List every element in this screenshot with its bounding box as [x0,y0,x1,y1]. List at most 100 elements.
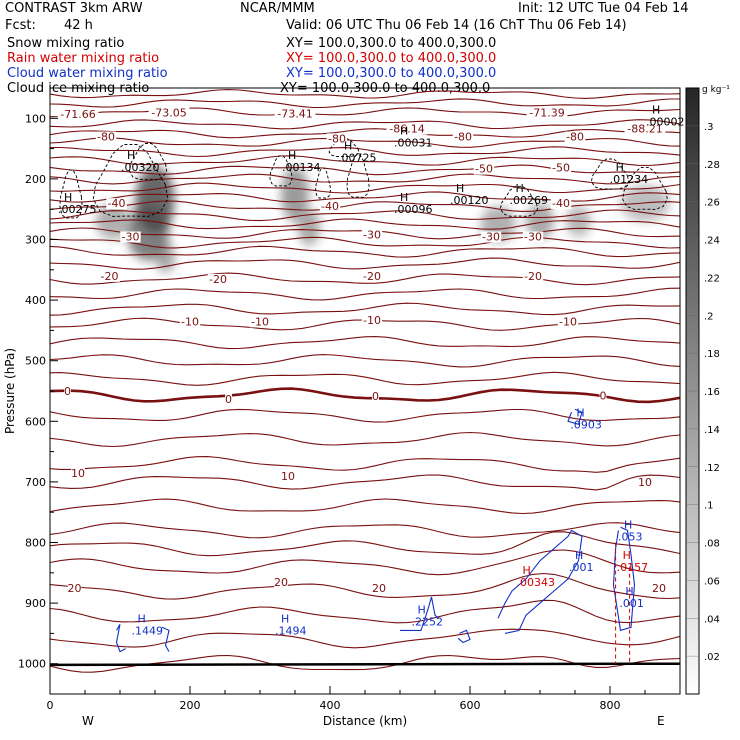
isotherm-label: -10 [363,314,381,327]
snow-max-value: .00031 [394,137,433,150]
isotherm-label: 0 [372,390,379,403]
snow-max-marker: H [400,125,408,138]
isotherm-label: 0 [225,393,232,406]
isotherm-line [50,431,680,448]
colorbar-tick-label: .02 [704,652,720,663]
fcst-value: 42 h [64,18,93,33]
cloud-ice-contour [128,143,168,180]
rain-contour [615,542,631,664]
field-name-snow: Snow mixing ratio [7,36,125,51]
cloud-water-max-marker: H [418,603,426,616]
west-label: W [82,714,94,728]
cloud-water-max-value: .001 [569,561,594,574]
isotherm-label: 10 [638,476,652,489]
isotherm-line [50,182,680,194]
snow-max-value: .00120 [450,194,489,207]
cloud-water-contour [612,526,636,632]
isotherm-line [50,200,680,212]
isotherm-label: -20 [209,273,227,286]
isotherm-line [50,599,680,624]
snow-max-value: .01234 [610,173,649,186]
east-label: E [657,714,665,728]
cloud-water-max-marker: H [281,612,289,625]
isotherm-line [50,408,680,423]
isotherm-line [50,191,680,203]
colorbar-tick-label: .2 [704,311,714,322]
x-tick-label: 0 [47,699,54,712]
colorbar-tick-label: .14 [704,425,720,436]
rain-contours [615,542,631,664]
isotherm-label: -30 [363,229,381,242]
isotherm-line [50,107,680,118]
snow-shading-layer [95,166,670,273]
colorbar-tick-label: .22 [704,273,720,284]
snow-max-value: .00096 [394,203,433,216]
snow-max-value: .00725 [338,152,377,165]
cloud-water-contour [497,529,583,634]
cloud-ice-contour [92,144,169,217]
plot-title: CONTRAST 3km ARW [5,1,143,16]
isotherm-line [50,456,680,473]
isotherm-label: -80 [97,131,115,144]
y-tick-label: 200 [25,173,46,186]
isotherm-line [50,549,680,576]
isotherm-label: -30 [122,231,140,244]
snow-max-marker: H [127,149,135,162]
colorbar: .3 .28 .26 .24 .22 .2 .18 .16 .14 .12 .1 .08 .06 .04.… [685,85,730,695]
y-tick-label: 100 [25,112,46,125]
isotherm-label: -73.05 [151,106,186,119]
isotherm-line [50,236,680,249]
isotherm-label: -30 [524,231,542,244]
y-tick-label: 500 [25,355,46,368]
cloud-water-contour [161,626,170,652]
snow-shading-blob [526,203,554,240]
isotherm-label: -88.21 [627,123,662,136]
colorbar-tick-label: .28 [704,160,720,171]
isotherm-label: -71.39 [529,106,564,119]
snow-max-value: .00320 [121,161,160,174]
isotherm-line [50,336,680,350]
isotherm-line [50,628,680,649]
snow-max-marker: H [516,182,524,195]
cloud-ice-contour [622,166,668,210]
isotherm-label: 10 [281,470,295,483]
isotherm-line [50,371,680,386]
x-tick-label: 600 [460,699,481,712]
colorbar-tick-label: .06 [704,576,720,587]
field-name-cloud-water: Cloud water mixing ratio [7,66,168,81]
org-label: NCAR/MMM [240,1,315,16]
snow-max-marker: H [456,182,464,195]
isotherm-label: -50 [475,163,493,176]
isotherm-line [50,522,680,539]
isotherm-label: -20 [524,270,542,283]
isotherm-label: 20 [372,582,386,595]
cloud-water-contour [115,624,126,653]
cloud-water-contour [400,596,439,631]
snow-max-marker: H [344,140,352,153]
isotherm-line [50,137,680,148]
isotherm-label: 0 [64,385,71,398]
snow-max-value: .00002 [646,115,685,128]
snow-max-marker: H [652,103,660,116]
field-xy-snow: XY= 100.0,300.0 to 400.0,300.0 [286,36,497,51]
isotherm-line [50,128,680,139]
cloud-water-max-marker: H [625,585,633,598]
cloud-water-contour [457,629,471,644]
temperature-isotherms [50,89,680,673]
isotherm-line [50,387,680,404]
snow-max-value: .00269 [510,194,549,207]
isotherm-label: 10 [71,467,85,480]
snow-shading-blob [297,209,321,246]
colorbar-tick-label: .24 [704,236,720,247]
cloud-ice-contour [315,167,331,199]
y-tick-label: 600 [25,415,46,428]
snow-max-value: .00275 [58,203,97,216]
y-tick-label: 800 [25,537,46,550]
isotherm-label: -50 [552,161,570,174]
cloud-water-max-value: .0903 [570,418,602,431]
init-time: Init: 12 UTC Tue 04 Feb 14 [518,1,689,16]
isotherm-label: 20 [652,582,666,595]
cloud-ice-contour [328,138,360,157]
isotherm-line [50,498,680,515]
